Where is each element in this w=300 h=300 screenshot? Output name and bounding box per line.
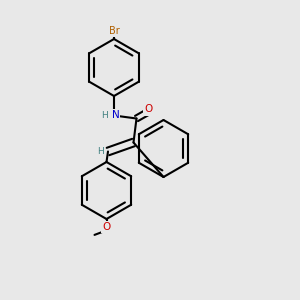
Text: O: O [144,104,153,115]
Text: N: N [112,110,119,121]
Text: H: H [102,111,108,120]
Text: Br: Br [109,26,119,37]
Text: H: H [97,147,104,156]
Text: O: O [102,222,111,233]
